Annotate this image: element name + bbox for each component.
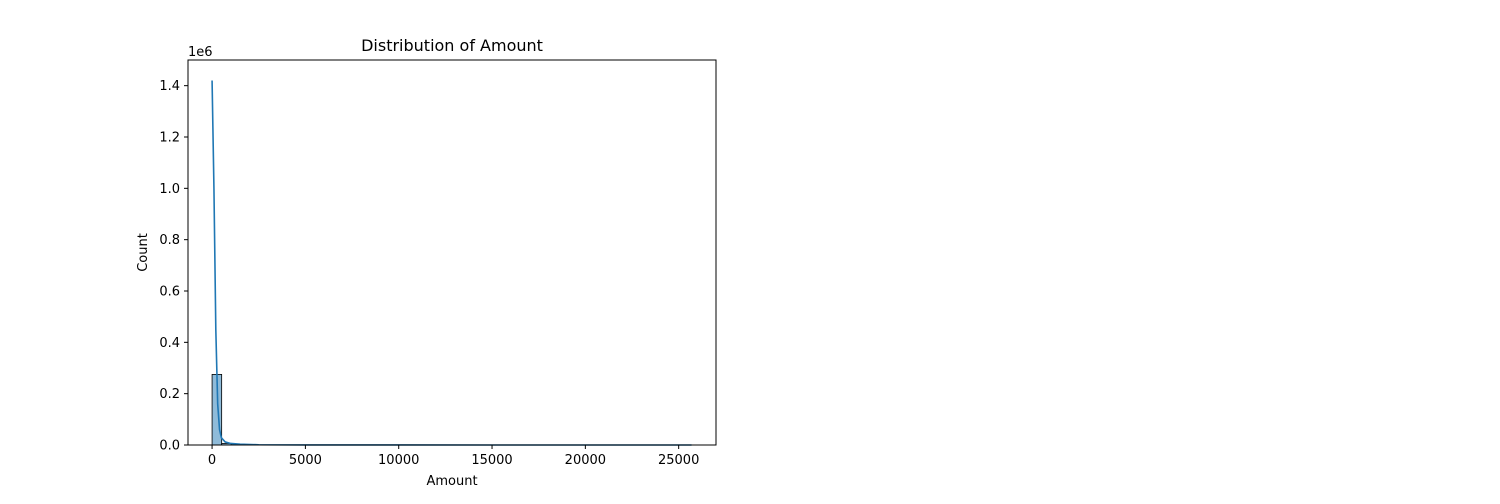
y-tick-label: 0.4 xyxy=(159,336,180,351)
x-tick-label: 25000 xyxy=(658,453,699,468)
y-tick-label: 0.6 xyxy=(159,285,180,300)
y-tick-label: 1.2 xyxy=(159,131,180,146)
kde-curve-layer xyxy=(212,81,691,445)
y-tick-label: 1.4 xyxy=(159,79,180,94)
x-axis-label: Amount xyxy=(426,474,477,489)
x-tick-label: 10000 xyxy=(378,453,419,468)
x-tick-label: 15000 xyxy=(471,453,512,468)
histogram-bars xyxy=(212,374,260,445)
y-tick-label: 0.8 xyxy=(159,233,180,248)
y-axis-offset-text: 1e6 xyxy=(188,45,213,60)
y-tick-label: 0.2 xyxy=(159,387,180,402)
x-tick-label: 0 xyxy=(208,453,216,468)
plot-frame xyxy=(188,60,716,445)
y-axis-ticks: 0.0 0.2 0.4 0.6 0.8 1.0 1.2 1.4 xyxy=(159,79,188,453)
chart-title: Distribution of Amount xyxy=(361,36,543,55)
y-axis-label: Count xyxy=(136,233,151,272)
kde-curve xyxy=(212,81,691,445)
y-tick-label: 0.0 xyxy=(159,439,180,454)
x-tick-label: 20000 xyxy=(565,453,606,468)
x-axis-ticks: 0 5000 10000 15000 20000 25000 xyxy=(208,445,699,468)
y-tick-label: 1.0 xyxy=(159,182,180,197)
x-tick-label: 5000 xyxy=(289,453,322,468)
